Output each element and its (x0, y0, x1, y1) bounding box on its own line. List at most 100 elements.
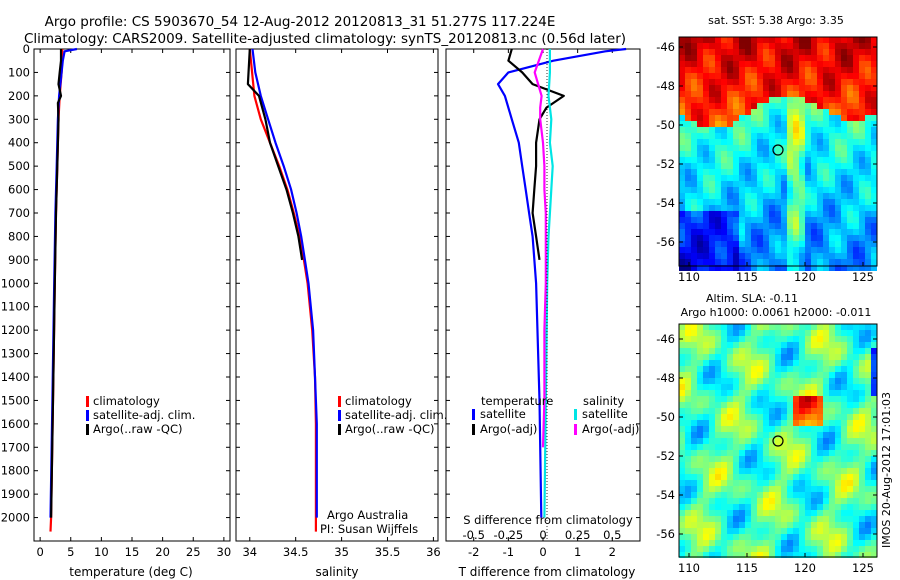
heatmap-cell (685, 157, 691, 163)
heatmap-cell (841, 510, 847, 516)
heatmap-cell (715, 516, 721, 522)
heatmap-cell (751, 492, 757, 498)
heatmap-cell (757, 157, 763, 163)
heatmap-cell (823, 366, 829, 372)
heatmap-cell (775, 462, 781, 468)
heatmap-cell (691, 534, 697, 540)
heatmap-cell (835, 73, 841, 79)
heatmap-cell (829, 49, 835, 55)
heatmap-cell (817, 85, 823, 91)
heatmap-cell (781, 324, 787, 330)
heatmap-cell (709, 552, 715, 558)
heatmap-cell (805, 534, 811, 540)
heatmap-cell (817, 121, 823, 127)
heatmap-cell (769, 396, 775, 402)
heatmap-cell (739, 546, 745, 552)
heatmap-cell (817, 247, 823, 253)
heatmap-cell (733, 504, 739, 510)
heatmap-cell (817, 534, 823, 540)
heatmap-cell (793, 552, 799, 558)
heatmap-cell (721, 324, 727, 330)
heatmap-cell (769, 522, 775, 528)
heatmap-cell (847, 456, 853, 462)
heatmap-cell (757, 49, 763, 55)
heatmap-cell (709, 103, 715, 109)
heatmap-cell (709, 384, 715, 390)
heatmap-cell (853, 456, 859, 462)
heatmap-cell (727, 402, 733, 408)
heatmap-cell (865, 169, 871, 175)
heatmap-cell (829, 462, 835, 468)
heatmap-cell (811, 151, 817, 157)
y-tick-label: 1800 (1, 464, 30, 478)
heatmap-cell (745, 414, 751, 420)
heatmap-cell (745, 169, 751, 175)
heatmap-cell (709, 354, 715, 360)
heatmap-cell (835, 181, 841, 187)
heatmap-cell (853, 390, 859, 396)
heatmap-cell (727, 253, 733, 259)
heatmap-cell (835, 61, 841, 67)
heatmap-cell (751, 510, 757, 516)
legend-swatch-sal-satellite (574, 409, 577, 420)
heatmap-cell (751, 229, 757, 235)
heatmap-cell (697, 360, 703, 366)
heatmap-cell (685, 193, 691, 199)
heatmap-cell (781, 522, 787, 528)
heatmap-cell (817, 510, 823, 516)
heatmap-cell (769, 330, 775, 336)
heatmap-cell (859, 175, 865, 181)
heatmap-cell (685, 163, 691, 169)
heatmap-cell (811, 324, 817, 330)
heatmap-cell (745, 115, 751, 121)
heatmap-cell (853, 366, 859, 372)
heatmap-cell (685, 73, 691, 79)
heatmap-cell (793, 235, 799, 241)
heatmap-cell (679, 37, 685, 43)
heatmap-cell (739, 480, 745, 486)
heatmap-cell (727, 540, 733, 546)
heatmap-cell (799, 528, 805, 534)
heatmap-cell (853, 354, 859, 360)
heatmap-cell (781, 187, 787, 193)
heatmap-cell (727, 396, 733, 402)
heatmap-cell (853, 414, 859, 420)
heatmap-cell (805, 49, 811, 55)
heatmap-cell (727, 91, 733, 97)
heatmap-cell (865, 516, 871, 522)
heatmap-cell (787, 474, 793, 480)
heatmap-cell (823, 241, 829, 247)
heatmap-cell (829, 265, 835, 271)
heatmap-cell (847, 139, 853, 145)
heatmap-cell (685, 133, 691, 139)
heatmap-cell (865, 181, 871, 187)
x-tick-label: 30 (217, 545, 232, 559)
heatmap-cell (781, 73, 787, 79)
heatmap-cell (721, 420, 727, 426)
lat-tick-label: -52 (656, 449, 675, 463)
heatmap-cell (691, 438, 697, 444)
heatmap-cell (793, 432, 799, 438)
heatmap-cell (739, 169, 745, 175)
heatmap-cell (691, 259, 697, 265)
heatmap-cell (865, 157, 871, 163)
heatmap-cell (709, 229, 715, 235)
heatmap-cell (691, 145, 697, 151)
heatmap-cell (787, 97, 793, 103)
heatmap-cell (727, 324, 733, 330)
heatmap-cell (805, 223, 811, 229)
heatmap-cell (739, 438, 745, 444)
heatmap-cell (721, 91, 727, 97)
heatmap-cell (679, 229, 685, 235)
heatmap-cell (853, 253, 859, 259)
heatmap-cell (703, 163, 709, 169)
heatmap-cell (853, 109, 859, 115)
heatmap-cell (751, 115, 757, 121)
heatmap-cell (835, 37, 841, 43)
heatmap-cell (847, 247, 853, 253)
heatmap-cell (751, 402, 757, 408)
heatmap-cell (703, 187, 709, 193)
heatmap-cell (691, 450, 697, 456)
heatmap-cell (775, 55, 781, 61)
heatmap-cell (835, 342, 841, 348)
